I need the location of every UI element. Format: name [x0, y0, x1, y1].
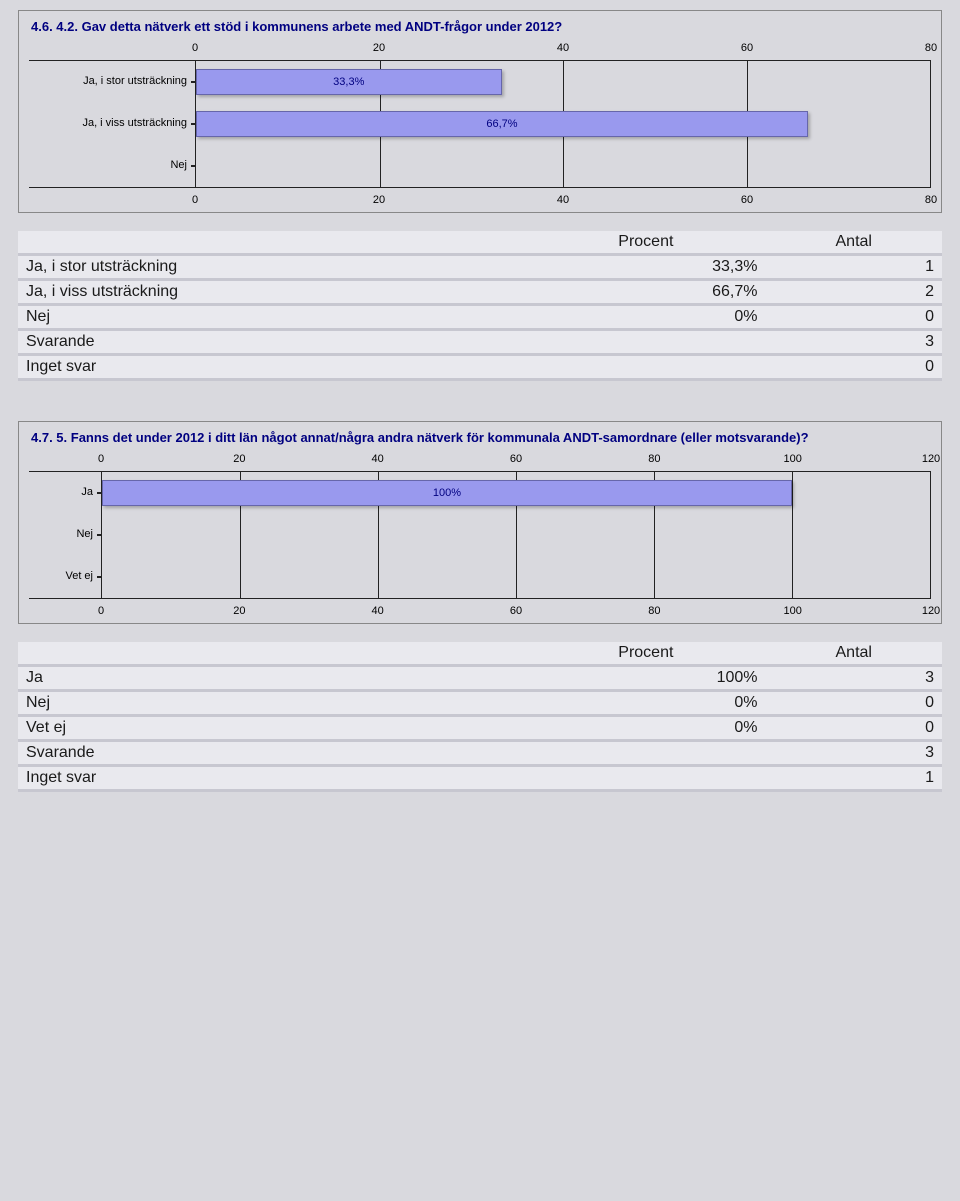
bar-value-label: 100% — [433, 487, 461, 499]
table-row: Svarande 3 — [18, 330, 942, 355]
table-2: ProcentAntalJa100%3Nej0%0Vet ej0%0Svaran… — [18, 642, 942, 792]
row-antal: 1 — [765, 766, 942, 791]
row-procent: 66,7% — [526, 280, 765, 305]
row-label: Ja — [18, 666, 526, 691]
table-header — [18, 642, 526, 666]
axis-tick: 40 — [372, 453, 384, 465]
axis-tick: 0 — [98, 453, 104, 465]
table-header: Antal — [765, 231, 942, 255]
row-procent — [526, 766, 765, 791]
row-label: Ja, i stor utsträckning — [18, 255, 526, 280]
axis-tick: 80 — [648, 605, 660, 617]
table-row: Inget svar 0 — [18, 355, 942, 380]
category-label: Vet ej — [65, 570, 93, 582]
axis-tick: 20 — [233, 605, 245, 617]
row-procent — [526, 355, 765, 380]
row-antal: 2 — [765, 280, 942, 305]
category-label: Ja, i viss utsträckning — [82, 117, 187, 129]
axis-tick: 120 — [922, 453, 940, 465]
chart-1: 020406080Ja, i stor utsträckningJa, i vi… — [29, 42, 931, 206]
axis-tick: 40 — [557, 194, 569, 206]
axis-tick: 80 — [925, 194, 937, 206]
row-label: Vet ej — [18, 716, 526, 741]
row-procent: 0% — [526, 691, 765, 716]
axis-tick: 20 — [233, 453, 245, 465]
table-row: Inget svar 1 — [18, 766, 942, 791]
row-label: Inget svar — [18, 766, 526, 791]
axis-tick: 20 — [373, 194, 385, 206]
bar: 33,3% — [196, 69, 502, 95]
bar: 66,7% — [196, 111, 808, 137]
axis-tick: 0 — [192, 42, 198, 54]
row-label: Inget svar — [18, 355, 526, 380]
bar: 100% — [102, 480, 792, 506]
table-row: Ja, i stor utsträckning33,3%1 — [18, 255, 942, 280]
row-procent: 33,3% — [526, 255, 765, 280]
chart-2: 020406080100120JaNejVet ej100%0204060801… — [29, 453, 931, 617]
row-procent: 0% — [526, 716, 765, 741]
axis-tick: 60 — [741, 194, 753, 206]
table-row: Vet ej0%0 — [18, 716, 942, 741]
row-label: Ja, i viss utsträckning — [18, 280, 526, 305]
row-label: Nej — [18, 305, 526, 330]
row-antal: 0 — [765, 716, 942, 741]
table-row: Nej0%0 — [18, 691, 942, 716]
table-row: Nej0%0 — [18, 305, 942, 330]
table-1: ProcentAntalJa, i stor utsträckning33,3%… — [18, 231, 942, 381]
axis-tick: 20 — [373, 42, 385, 54]
row-procent — [526, 741, 765, 766]
row-antal: 0 — [765, 691, 942, 716]
row-antal: 0 — [765, 305, 942, 330]
bar-value-label: 66,7% — [486, 118, 517, 130]
table-header — [18, 231, 526, 255]
row-antal: 3 — [765, 666, 942, 691]
row-antal: 1 — [765, 255, 942, 280]
axis-tick: 0 — [98, 605, 104, 617]
table-row: Ja100%3 — [18, 666, 942, 691]
row-antal: 3 — [765, 741, 942, 766]
row-label: Svarande — [18, 330, 526, 355]
row-label: Svarande — [18, 741, 526, 766]
axis-tick: 120 — [922, 605, 940, 617]
axis-tick: 0 — [192, 194, 198, 206]
chart-1-title: 4.6. 4.2. Gav detta nätverk ett stöd i k… — [29, 17, 931, 42]
row-procent: 100% — [526, 666, 765, 691]
category-label: Nej — [170, 159, 187, 171]
row-label: Nej — [18, 691, 526, 716]
row-procent: 0% — [526, 305, 765, 330]
table-row: Ja, i viss utsträckning66,7%2 — [18, 280, 942, 305]
axis-tick: 100 — [783, 453, 801, 465]
table-header: Procent — [526, 642, 765, 666]
axis-tick: 40 — [557, 42, 569, 54]
category-label: Nej — [76, 528, 93, 540]
axis-tick: 60 — [510, 453, 522, 465]
bar-value-label: 33,3% — [333, 76, 364, 88]
category-label: Ja — [81, 486, 93, 498]
row-antal: 0 — [765, 355, 942, 380]
table-header: Antal — [765, 642, 942, 666]
axis-tick: 100 — [783, 605, 801, 617]
table-row: Svarande 3 — [18, 741, 942, 766]
chart-2-title: 4.7. 5. Fanns det under 2012 i ditt län … — [29, 428, 931, 453]
row-procent — [526, 330, 765, 355]
axis-tick: 80 — [925, 42, 937, 54]
chart-2-panel: 4.7. 5. Fanns det under 2012 i ditt län … — [18, 421, 942, 624]
axis-tick: 80 — [648, 453, 660, 465]
axis-tick: 60 — [510, 605, 522, 617]
category-label: Ja, i stor utsträckning — [83, 75, 187, 87]
axis-tick: 60 — [741, 42, 753, 54]
chart-1-panel: 4.6. 4.2. Gav detta nätverk ett stöd i k… — [18, 10, 942, 213]
table-header: Procent — [526, 231, 765, 255]
row-antal: 3 — [765, 330, 942, 355]
axis-tick: 40 — [372, 605, 384, 617]
